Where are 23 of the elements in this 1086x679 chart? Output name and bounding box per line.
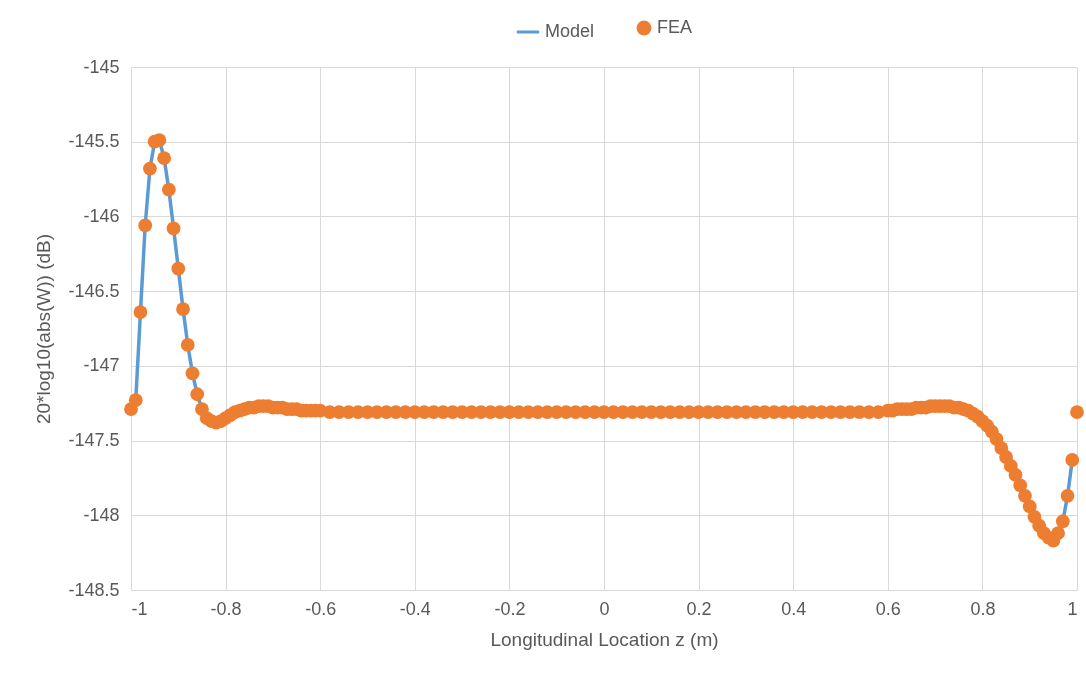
y-tick-label: -145.5 — [68, 131, 120, 152]
x-tick-label: -0.4 — [399, 598, 431, 619]
y-tick-label: -146 — [83, 205, 120, 226]
legend-label: FEA — [657, 17, 693, 37]
x-tick-label: 0.6 — [875, 598, 901, 619]
x-tick-label: -0.8 — [210, 598, 242, 619]
y-tick-label: -145 — [83, 56, 120, 77]
x-tick-label: -0.6 — [305, 598, 337, 619]
y-tick-label: -147.5 — [68, 430, 120, 451]
x-tick-label: 0.2 — [686, 598, 712, 619]
y-tick-label: -148.5 — [68, 579, 120, 600]
x-axis-title: Longitudinal Location z (m) — [490, 628, 719, 650]
legend-label: Model — [545, 21, 595, 41]
y-tick-label: -148 — [83, 504, 120, 525]
y-axis-title: 20*log10(abs(W)) (dB) — [33, 233, 55, 425]
x-tick-label: 0 — [599, 598, 610, 619]
y-tick-label: -146.5 — [68, 280, 120, 301]
x-tick-label: -0.2 — [494, 598, 526, 619]
x-tick-label: -1 — [131, 598, 148, 619]
x-tick-label: 0.8 — [970, 598, 996, 619]
x-tick-label: 0.4 — [781, 598, 807, 619]
x-tick-label: 1 — [1067, 598, 1078, 619]
y-tick-label: -147 — [83, 355, 120, 376]
